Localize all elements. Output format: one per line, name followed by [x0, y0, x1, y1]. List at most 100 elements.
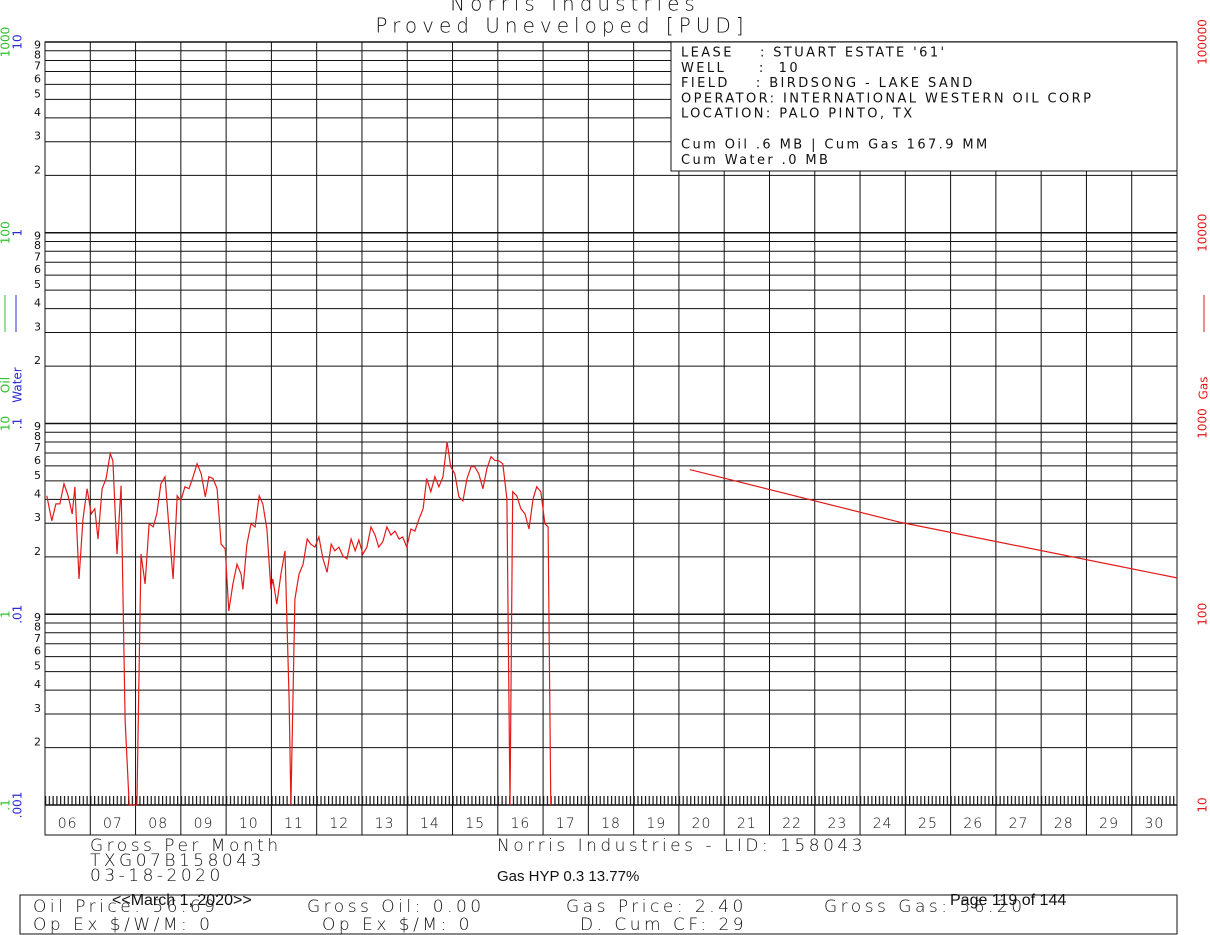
minor-tick-label: 6 [34, 645, 41, 658]
water-tick-label: .001 [11, 792, 25, 819]
info-line: FIELD : BIRDSONG - LAKE SAND [681, 76, 975, 91]
info-line: OPERATOR: INTERNATIONAL WESTERN OIL CORP [681, 91, 1093, 106]
date-text: <<March 1, 2020>> [112, 892, 252, 909]
x-tick-label: 27 [1009, 816, 1029, 832]
footer-text: Norris Industries - LID: 158043 [497, 836, 866, 856]
gas-line [689, 469, 1178, 579]
x-tick-label: 10 [239, 816, 259, 832]
info-line: LOCATION: PALO PINTO, TX [681, 107, 915, 122]
minor-tick-label: 5 [34, 87, 41, 100]
minor-tick-label: 8 [34, 239, 41, 252]
water-tick-label: 1 [11, 229, 25, 237]
minor-tick-label: 2 [34, 354, 41, 367]
minor-tick-label: 3 [34, 320, 41, 333]
gas-tick-label: 100000 [1196, 19, 1210, 65]
minor-tick-label: 5 [34, 469, 41, 482]
footer-text: 03-18-2020 [90, 866, 224, 886]
x-tick-label: 24 [873, 816, 893, 832]
minor-tick-label: 9 [34, 39, 41, 52]
minor-tick-label: 5 [34, 278, 41, 291]
x-tick-label: 18 [601, 816, 621, 832]
x-tick-label: 11 [284, 816, 304, 832]
minor-tick-label: 7 [34, 632, 41, 645]
gas-line [46, 441, 552, 806]
oil-tick-label: 1000 [0, 27, 13, 58]
minor-tick-label: 7 [34, 250, 41, 263]
price-text: Oil Price: 56.69 [33, 897, 219, 917]
minor-tick-label: 9 [34, 229, 41, 242]
water-axis-label: Water [11, 367, 25, 403]
price-text: Op Ex $/M: 0 [322, 915, 473, 935]
minor-tick-label: 9 [34, 611, 41, 624]
minor-tick-label: 4 [34, 106, 41, 119]
price-text: D. Cum CF: 29 [580, 915, 747, 935]
gas-axis-label: Gas [1197, 377, 1210, 400]
water-tick-label: .1 [11, 418, 25, 429]
minor-tick-label: 4 [34, 487, 41, 500]
title: Norris Industries [450, 0, 700, 16]
minor-tick-label: 2 [34, 545, 41, 558]
oil-tick-label: 10 [0, 416, 13, 431]
water-tick-label: 10 [11, 34, 25, 49]
oil-axis-label: Oil [0, 377, 13, 393]
minor-tick-label: 8 [34, 48, 41, 61]
price-text: Gross Gas: 56.20 [824, 897, 1026, 917]
x-tick-label: 29 [1099, 816, 1119, 832]
x-tick-label: 14 [420, 816, 440, 832]
minor-tick-label: 3 [34, 511, 41, 524]
minor-tick-label: 8 [34, 430, 41, 443]
cum-line: Cum Water .0 MB [681, 153, 830, 168]
x-tick-label: 15 [465, 816, 485, 832]
info-line: LEASE : STUART ESTATE '61' [681, 46, 946, 61]
x-tick-label: 08 [148, 816, 168, 832]
minor-tick-label: 6 [34, 263, 41, 276]
x-tick-label: 13 [375, 816, 395, 832]
info-box [670, 41, 1178, 172]
x-tick-label: 30 [1144, 816, 1164, 832]
oil-tick-label: 100 [0, 221, 13, 244]
page-text: Page 119 of 144 [950, 892, 1066, 909]
x-tick-label: 16 [511, 816, 531, 832]
x-tick-label: 25 [918, 816, 938, 832]
gas-tick-label: 10000 [1196, 214, 1210, 252]
x-tick-label: 09 [194, 816, 214, 832]
subtitle: Proved Uneveloped [PUD] [375, 14, 748, 38]
x-tick-label: 07 [103, 816, 123, 832]
x-tick-label: 22 [782, 816, 802, 832]
minor-tick-label: 7 [34, 441, 41, 454]
gas-tick-label: 100 [1196, 603, 1210, 626]
minor-tick-label: 2 [34, 163, 41, 176]
model-text: Gas HYP 0.3 13.77% [497, 868, 639, 885]
cum-line: Cum Oil .6 MB | Cum Gas 167.9 MM [681, 138, 990, 153]
minor-tick-label: 3 [34, 130, 41, 143]
minor-tick-label: 4 [34, 297, 41, 310]
price-text: Gas Price: 2.40 [566, 897, 747, 917]
gas-tick-label: 10 [1196, 797, 1210, 812]
minor-tick-label: 4 [34, 678, 41, 691]
x-tick-label: 21 [737, 816, 757, 832]
labels: 06 07 08 09 10 11 12 13 14 15 16 17 18 19 20 21 22 23 24 25… [0, 19, 1210, 832]
x-tick-label: 17 [556, 816, 576, 832]
x-tick-label: 19 [646, 816, 666, 832]
price-text: Gross Oil: 0.00 [307, 897, 485, 917]
x-tick-label: 20 [692, 816, 712, 832]
minor-tick-label: 9 [34, 420, 41, 433]
x-tick-label: 23 [827, 816, 847, 832]
minor-tick-label: 7 [34, 60, 41, 73]
oil-tick-label: .1 [0, 799, 13, 810]
water-tick-label: .01 [11, 605, 25, 624]
footer-text: Gross Per Month [90, 836, 282, 856]
price-text: Op Ex $/W/M: 0 [33, 915, 213, 935]
minor-tick-label: 5 [34, 660, 41, 673]
oil-tick-label: 1 [0, 610, 13, 618]
minor-tick-label: 3 [34, 702, 41, 715]
footer-text: TXG07B158043 [90, 851, 265, 871]
minor-tick-label: 6 [34, 72, 41, 85]
info-line: WELL : 10 [681, 61, 800, 76]
x-tick-label: 26 [963, 816, 983, 832]
month-ticks [45, 796, 1177, 805]
x-tick-label: 28 [1054, 816, 1074, 832]
x-tick-label: 06 [58, 816, 78, 832]
marks [46, 441, 1178, 806]
price-box [19, 894, 1178, 935]
